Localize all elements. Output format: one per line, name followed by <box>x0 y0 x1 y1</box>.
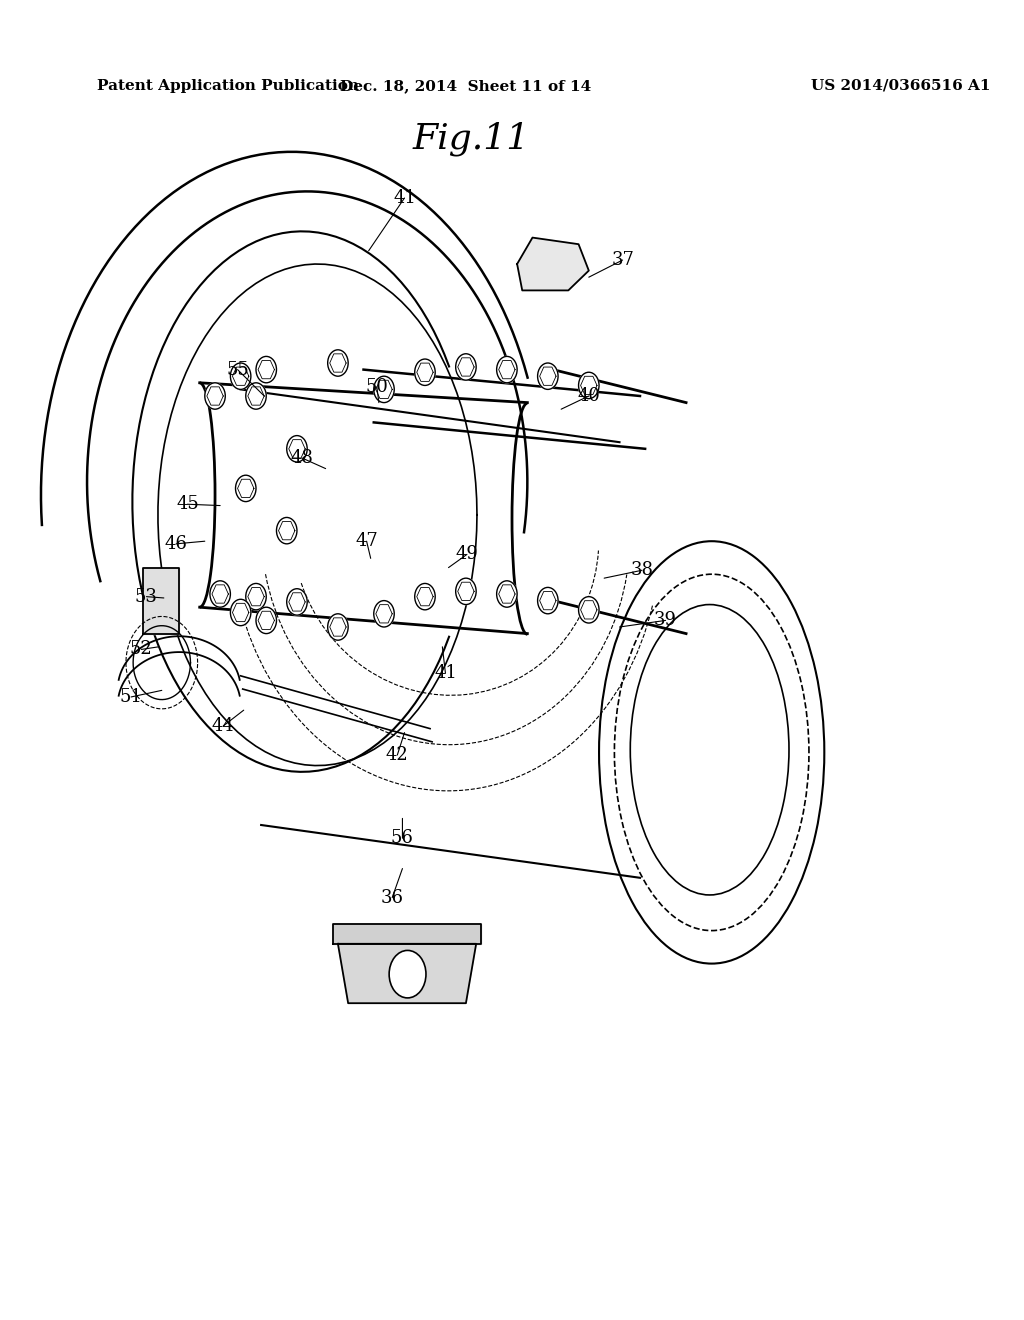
Text: 38: 38 <box>631 561 653 579</box>
Polygon shape <box>517 238 589 290</box>
Text: Dec. 18, 2014  Sheet 11 of 14: Dec. 18, 2014 Sheet 11 of 14 <box>340 79 592 92</box>
Text: 41: 41 <box>434 664 457 682</box>
Circle shape <box>415 359 435 385</box>
Text: 51: 51 <box>120 688 142 706</box>
Circle shape <box>230 363 251 389</box>
Circle shape <box>456 354 476 380</box>
Text: 45: 45 <box>176 495 199 513</box>
Circle shape <box>497 581 517 607</box>
Circle shape <box>287 436 307 462</box>
Circle shape <box>246 383 266 409</box>
Circle shape <box>328 350 348 376</box>
Circle shape <box>236 475 256 502</box>
Polygon shape <box>143 568 179 634</box>
Circle shape <box>389 950 426 998</box>
Circle shape <box>205 383 225 409</box>
Text: 37: 37 <box>611 251 634 269</box>
Text: 44: 44 <box>212 717 234 735</box>
Circle shape <box>328 614 348 640</box>
Circle shape <box>579 597 599 623</box>
Circle shape <box>210 581 230 607</box>
Polygon shape <box>333 924 481 944</box>
Text: 48: 48 <box>291 449 313 467</box>
Text: 47: 47 <box>355 532 378 550</box>
Circle shape <box>579 372 599 399</box>
Text: 46: 46 <box>165 535 187 553</box>
Circle shape <box>538 587 558 614</box>
Text: 36: 36 <box>381 888 403 907</box>
Circle shape <box>456 578 476 605</box>
Circle shape <box>415 583 435 610</box>
Circle shape <box>256 607 276 634</box>
Circle shape <box>497 356 517 383</box>
Text: 40: 40 <box>578 387 600 405</box>
Text: 50: 50 <box>366 378 388 396</box>
Text: 56: 56 <box>391 829 414 847</box>
Text: Patent Application Publication: Patent Application Publication <box>97 79 359 92</box>
Circle shape <box>256 356 276 383</box>
Text: Fig.11: Fig.11 <box>413 121 529 156</box>
Text: 55: 55 <box>226 360 249 379</box>
Text: 42: 42 <box>386 746 409 764</box>
Circle shape <box>538 363 558 389</box>
Text: 49: 49 <box>456 545 478 564</box>
Circle shape <box>230 599 251 626</box>
Text: 53: 53 <box>135 587 158 606</box>
Text: US 2014/0366516 A1: US 2014/0366516 A1 <box>811 79 991 92</box>
Circle shape <box>374 601 394 627</box>
Polygon shape <box>338 944 476 1003</box>
Circle shape <box>276 517 297 544</box>
Text: 39: 39 <box>654 611 677 630</box>
Text: 52: 52 <box>130 640 153 659</box>
Text: 41: 41 <box>393 189 416 207</box>
Circle shape <box>246 583 266 610</box>
Circle shape <box>374 376 394 403</box>
Circle shape <box>287 589 307 615</box>
